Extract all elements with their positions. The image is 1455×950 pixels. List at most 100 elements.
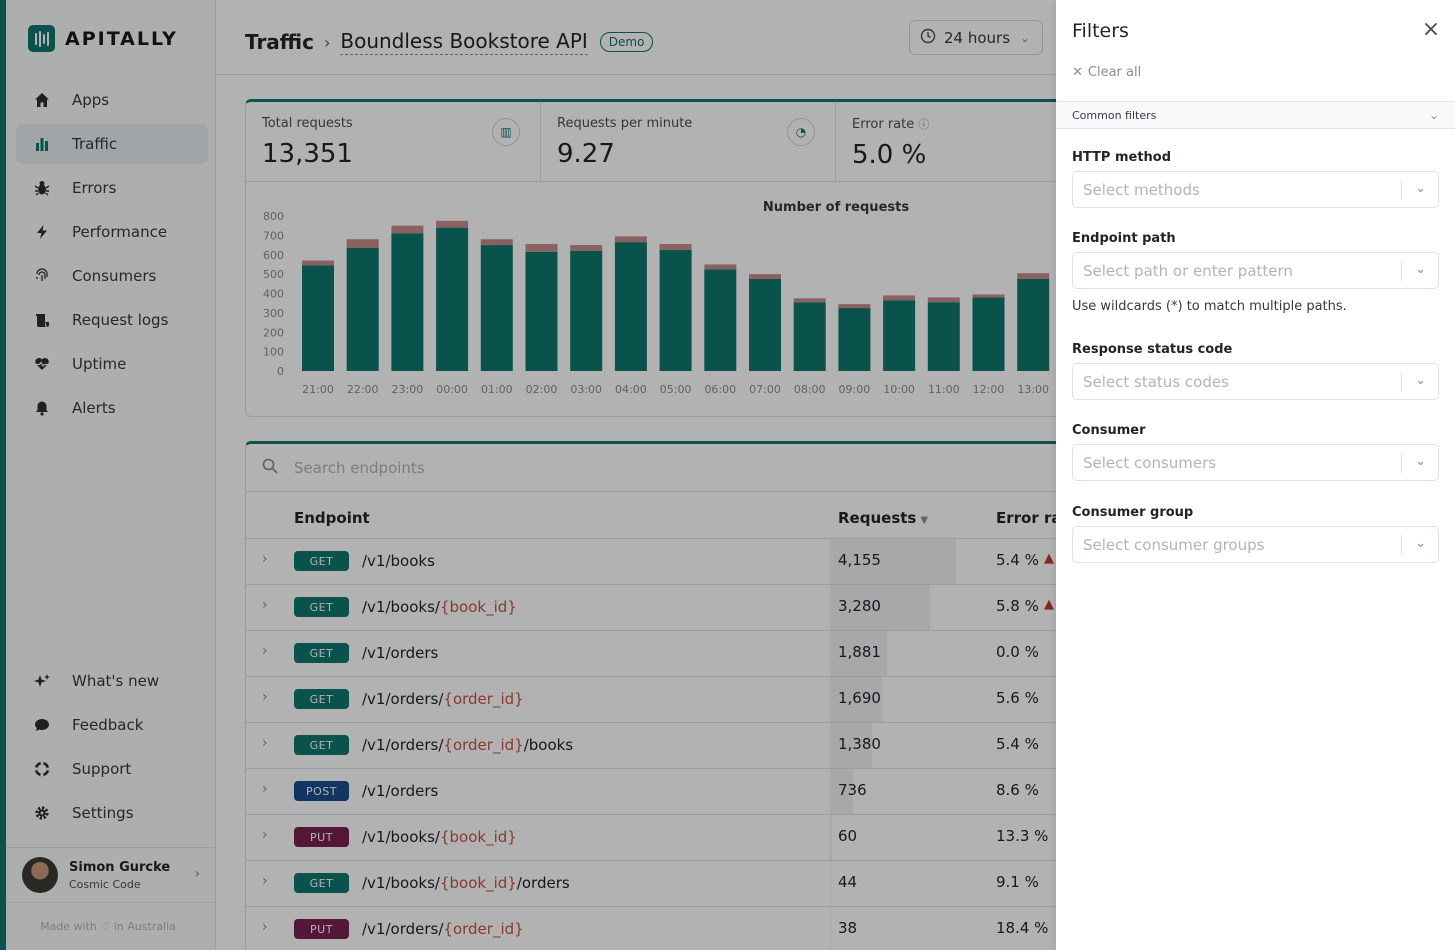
bar-error[interactable] bbox=[883, 295, 916, 301]
status-code-select[interactable]: Select status codes ⌄ bbox=[1072, 363, 1439, 400]
requests-count: 3,280 bbox=[838, 597, 881, 615]
app-selector[interactable]: Boundless Bookstore API bbox=[340, 29, 588, 55]
requests-count: 4,155 bbox=[838, 551, 881, 569]
sidebar-item-feedback[interactable]: Feedback bbox=[16, 705, 208, 745]
bar-error[interactable] bbox=[436, 220, 469, 228]
sidebar-item-label: Consumers bbox=[72, 267, 157, 285]
bar-error[interactable] bbox=[659, 244, 692, 250]
sidebar-item-whats-new[interactable]: What's new bbox=[16, 661, 208, 701]
bar-error[interactable] bbox=[704, 264, 737, 270]
sidebar-item-alerts[interactable]: Alerts bbox=[16, 388, 208, 428]
sidebar-item-uptime[interactable]: Uptime bbox=[16, 344, 208, 384]
table-row[interactable]: › GET/v1/orders/{order_id} 1,690 5.6 % bbox=[246, 677, 1344, 723]
filter-consumer-group: Consumer group Select consumer groups ⌄ bbox=[1072, 505, 1439, 563]
bar-success[interactable] bbox=[525, 251, 558, 371]
sidebar-item-consumers[interactable]: Consumers bbox=[16, 256, 208, 296]
endpoint-path: /v1/orders bbox=[362, 782, 439, 800]
chevron-right-icon[interactable]: › bbox=[262, 643, 268, 659]
sidebar-item-apps[interactable]: Apps bbox=[16, 80, 208, 120]
error-rate: 9.1 % bbox=[996, 873, 1039, 891]
bar-success[interactable] bbox=[972, 297, 1005, 371]
table-row[interactable]: › GET/v1/books/{book_id} 3,280 5.8 % ▲ bbox=[246, 585, 1344, 631]
requests-share-bar bbox=[830, 677, 882, 722]
endpoint-path-select[interactable]: Select path or enter pattern ⌄ bbox=[1072, 252, 1439, 289]
bar-success[interactable] bbox=[391, 233, 424, 371]
consumer-group-select[interactable]: Select consumer groups ⌄ bbox=[1072, 526, 1439, 563]
consumer-select[interactable]: Select consumers ⌄ bbox=[1072, 444, 1439, 481]
bar-success[interactable] bbox=[614, 242, 647, 371]
chevron-right-icon[interactable]: › bbox=[262, 919, 268, 935]
bar-success[interactable] bbox=[659, 249, 692, 371]
http-method-select[interactable]: Select methods ⌄ bbox=[1072, 171, 1439, 208]
breadcrumb-section[interactable]: Traffic bbox=[245, 30, 314, 54]
bar-error[interactable] bbox=[346, 239, 379, 248]
bar-error[interactable] bbox=[927, 297, 960, 303]
bar-success[interactable] bbox=[570, 250, 603, 371]
section-label: Common filters bbox=[1072, 108, 1157, 122]
bar-success[interactable] bbox=[838, 308, 871, 371]
chevron-right-icon[interactable]: › bbox=[262, 551, 268, 567]
sidebar-item-traffic[interactable]: Traffic bbox=[16, 124, 208, 164]
modal-backdrop[interactable] bbox=[0, 0, 1056, 950]
bar-success[interactable] bbox=[883, 300, 916, 371]
table-row[interactable]: › PUT/v1/books/{book_id} 60 13.3 % bbox=[246, 815, 1344, 861]
table-row[interactable]: › POST/v1/orders 736 8.6 % bbox=[246, 769, 1344, 815]
table-row[interactable]: › GET/v1/books/{book_id}/orders 44 9.1 % bbox=[246, 861, 1344, 907]
bar-error[interactable] bbox=[749, 274, 781, 279]
bar-error[interactable] bbox=[391, 225, 424, 234]
bar-success[interactable] bbox=[793, 302, 826, 371]
table-row[interactable]: › GET/v1/books 4,155 5.4 % ▲ bbox=[246, 539, 1344, 585]
bar-error[interactable] bbox=[1017, 273, 1050, 279]
column-requests[interactable]: Requests ▼ bbox=[838, 509, 929, 527]
chevron-right-icon[interactable]: › bbox=[262, 689, 268, 705]
chevron-right-icon[interactable]: › bbox=[262, 735, 268, 751]
filter-label: Consumer group bbox=[1072, 505, 1194, 520]
bar-success[interactable] bbox=[1017, 278, 1050, 371]
user-menu[interactable]: Simon Gurcke Cosmic Code › bbox=[6, 847, 216, 903]
bar-error[interactable] bbox=[302, 260, 334, 266]
help-icon[interactable]: ⓘ bbox=[918, 118, 930, 131]
bar-success[interactable] bbox=[927, 302, 960, 371]
bar-error[interactable] bbox=[614, 236, 647, 243]
sidebar-item-request-logs[interactable]: Request logs bbox=[16, 300, 208, 340]
chevron-right-icon[interactable]: › bbox=[262, 597, 268, 613]
bar-success[interactable] bbox=[704, 269, 737, 371]
column-endpoint[interactable]: Endpoint bbox=[294, 509, 370, 527]
chevron-right-icon[interactable]: › bbox=[262, 827, 268, 843]
bar-success[interactable] bbox=[346, 247, 379, 371]
chevron-right-icon[interactable]: › bbox=[262, 873, 268, 889]
sidebar-item-support[interactable]: Support bbox=[16, 749, 208, 789]
sidebar-item-errors[interactable]: Errors bbox=[16, 168, 208, 208]
period-select[interactable]: 24 hours ⌄ bbox=[909, 20, 1043, 55]
bar-success[interactable] bbox=[436, 227, 469, 371]
logo[interactable]: APITALLY bbox=[28, 25, 178, 52]
warning-icon: ▲ bbox=[1044, 597, 1054, 612]
table-row[interactable]: › GET/v1/orders 1,881 0.0 % bbox=[246, 631, 1344, 677]
chevron-right-icon[interactable]: › bbox=[262, 781, 268, 797]
table-row[interactable]: › PUT/v1/orders/{order_id} 38 18.4 % bbox=[246, 907, 1344, 950]
close-icon[interactable]: × bbox=[1421, 17, 1441, 42]
endpoint-path: /v1/orders bbox=[362, 644, 439, 662]
sidebar-item-performance[interactable]: Performance bbox=[16, 212, 208, 252]
bar-error[interactable] bbox=[570, 245, 603, 251]
bar-success[interactable] bbox=[749, 278, 781, 371]
common-filters-section[interactable]: Common filters ⌄ bbox=[1056, 101, 1455, 129]
error-rate: 18.4 % bbox=[996, 919, 1049, 937]
bar-error[interactable] bbox=[793, 298, 826, 303]
bar-error[interactable] bbox=[838, 304, 871, 309]
clear-all-button[interactable]: ✕ Clear all bbox=[1072, 65, 1141, 80]
bar-success[interactable] bbox=[302, 265, 334, 371]
y-tick-label: 600 bbox=[263, 249, 284, 262]
method-badge: GET bbox=[294, 643, 349, 663]
bar-error[interactable] bbox=[480, 239, 513, 246]
column-error-rate[interactable]: Error rat bbox=[996, 509, 1069, 527]
bar-error[interactable] bbox=[972, 294, 1005, 298]
search-input[interactable] bbox=[294, 458, 894, 477]
sidebar-item-settings[interactable]: Settings bbox=[16, 793, 208, 833]
bar-error[interactable] bbox=[525, 244, 558, 252]
sidebar-item-label: Traffic bbox=[72, 135, 118, 153]
demo-badge: Demo bbox=[599, 32, 654, 52]
x-tick-label: 08:00 bbox=[794, 383, 826, 396]
table-row[interactable]: › GET/v1/orders/{order_id}/books 1,380 5.4 … bbox=[246, 723, 1344, 769]
bar-success[interactable] bbox=[480, 245, 513, 371]
